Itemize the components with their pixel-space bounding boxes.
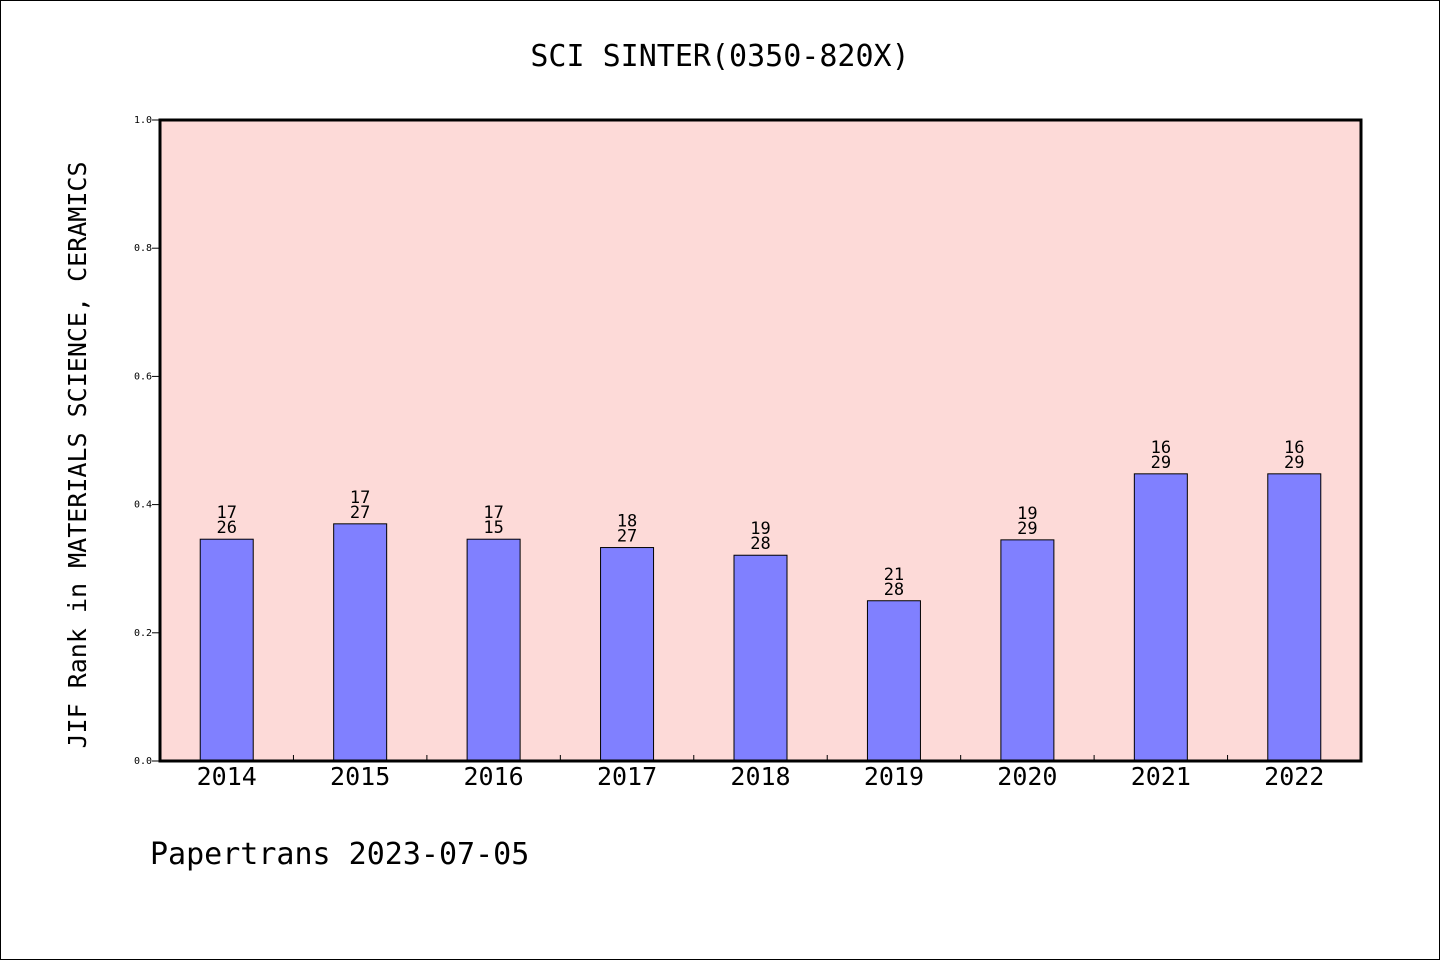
- x-tick-label: 2016: [464, 762, 524, 791]
- y-tick-label: 0.8: [134, 243, 152, 254]
- x-tick-label: 2015: [330, 762, 390, 791]
- bar-label-rank: 16: [1151, 438, 1171, 458]
- bar-label-total: 27: [617, 527, 637, 547]
- bar-2021: [1133, 473, 1188, 762]
- bar-2018: [733, 554, 788, 762]
- bar-2020: [1000, 539, 1055, 762]
- y-tick-label: 0.2: [134, 628, 152, 639]
- bar-2019: [866, 600, 921, 762]
- bar-label-rank: 21: [884, 565, 904, 585]
- x-tick-label: 2017: [597, 762, 657, 791]
- bar-label-rank: 19: [1017, 504, 1037, 524]
- bar-2016: [466, 538, 521, 762]
- y-tick-label: 0.4: [134, 500, 152, 511]
- bar-label-total: 15: [483, 518, 503, 538]
- y-axis-ticks: 0.0 0.2 0.4 0.6 0.8 1.0: [134, 115, 160, 767]
- bar-2015: [333, 523, 388, 762]
- y-tick-label: 0.0: [134, 756, 152, 767]
- bar-label-total: 26: [216, 518, 236, 538]
- bar-label-rank: 16: [1284, 438, 1304, 458]
- bar-label-total: 28: [750, 534, 770, 554]
- footer-text: Papertrans 2023-07-05: [150, 837, 529, 872]
- y-tick-label: 0.6: [134, 371, 152, 382]
- y-axis-label: JIF Rank in MATERIALS SCIENCE, CERAMICS: [63, 162, 92, 749]
- bar-label-total: 29: [1017, 519, 1037, 539]
- x-tick-label: 2019: [864, 762, 924, 791]
- bar-label-rank: 17: [216, 503, 236, 523]
- x-tick-label: 2022: [1264, 762, 1324, 791]
- x-tick-label: 2020: [997, 762, 1057, 791]
- plot-border: [158, 118, 1363, 763]
- x-tick-label: 2021: [1131, 762, 1191, 791]
- bar-2014: [199, 538, 254, 762]
- y-tick-label: 1.0: [134, 115, 152, 126]
- bar-label-rank: 18: [617, 512, 637, 532]
- x-tick-label: 2014: [197, 762, 257, 791]
- bar-label-total: 27: [350, 503, 370, 523]
- bar-2022: [1267, 473, 1322, 762]
- bar-2017: [600, 547, 655, 762]
- bar-label-rank: 19: [750, 519, 770, 539]
- bar-label-total: 29: [1151, 453, 1171, 473]
- x-axis-ticks: 2014 2015 2016 2017 2018 2019 2020 2021 2022: [197, 755, 1324, 791]
- chart-title: SCI SINTER(0350-820X): [530, 39, 909, 74]
- bar-label-total: 29: [1284, 453, 1304, 473]
- bar-label-rank: 17: [483, 503, 503, 523]
- bar-label-total: 28: [884, 580, 904, 600]
- bar-label-rank: 17: [350, 488, 370, 508]
- x-tick-label: 2018: [730, 762, 790, 791]
